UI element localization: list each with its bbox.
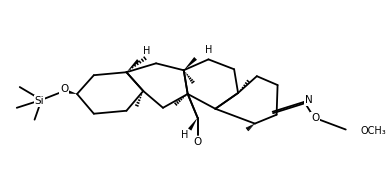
Polygon shape (184, 57, 197, 70)
Text: Si: Si (35, 96, 44, 106)
Text: H: H (205, 45, 212, 56)
Polygon shape (64, 89, 77, 94)
Polygon shape (188, 118, 197, 131)
Text: H: H (142, 47, 150, 56)
Text: OCH₃: OCH₃ (361, 127, 386, 136)
Text: O: O (60, 84, 68, 94)
Text: O: O (311, 113, 319, 123)
Text: O: O (194, 137, 202, 147)
Polygon shape (126, 59, 140, 72)
Text: N: N (305, 95, 313, 105)
Text: H: H (181, 131, 189, 140)
